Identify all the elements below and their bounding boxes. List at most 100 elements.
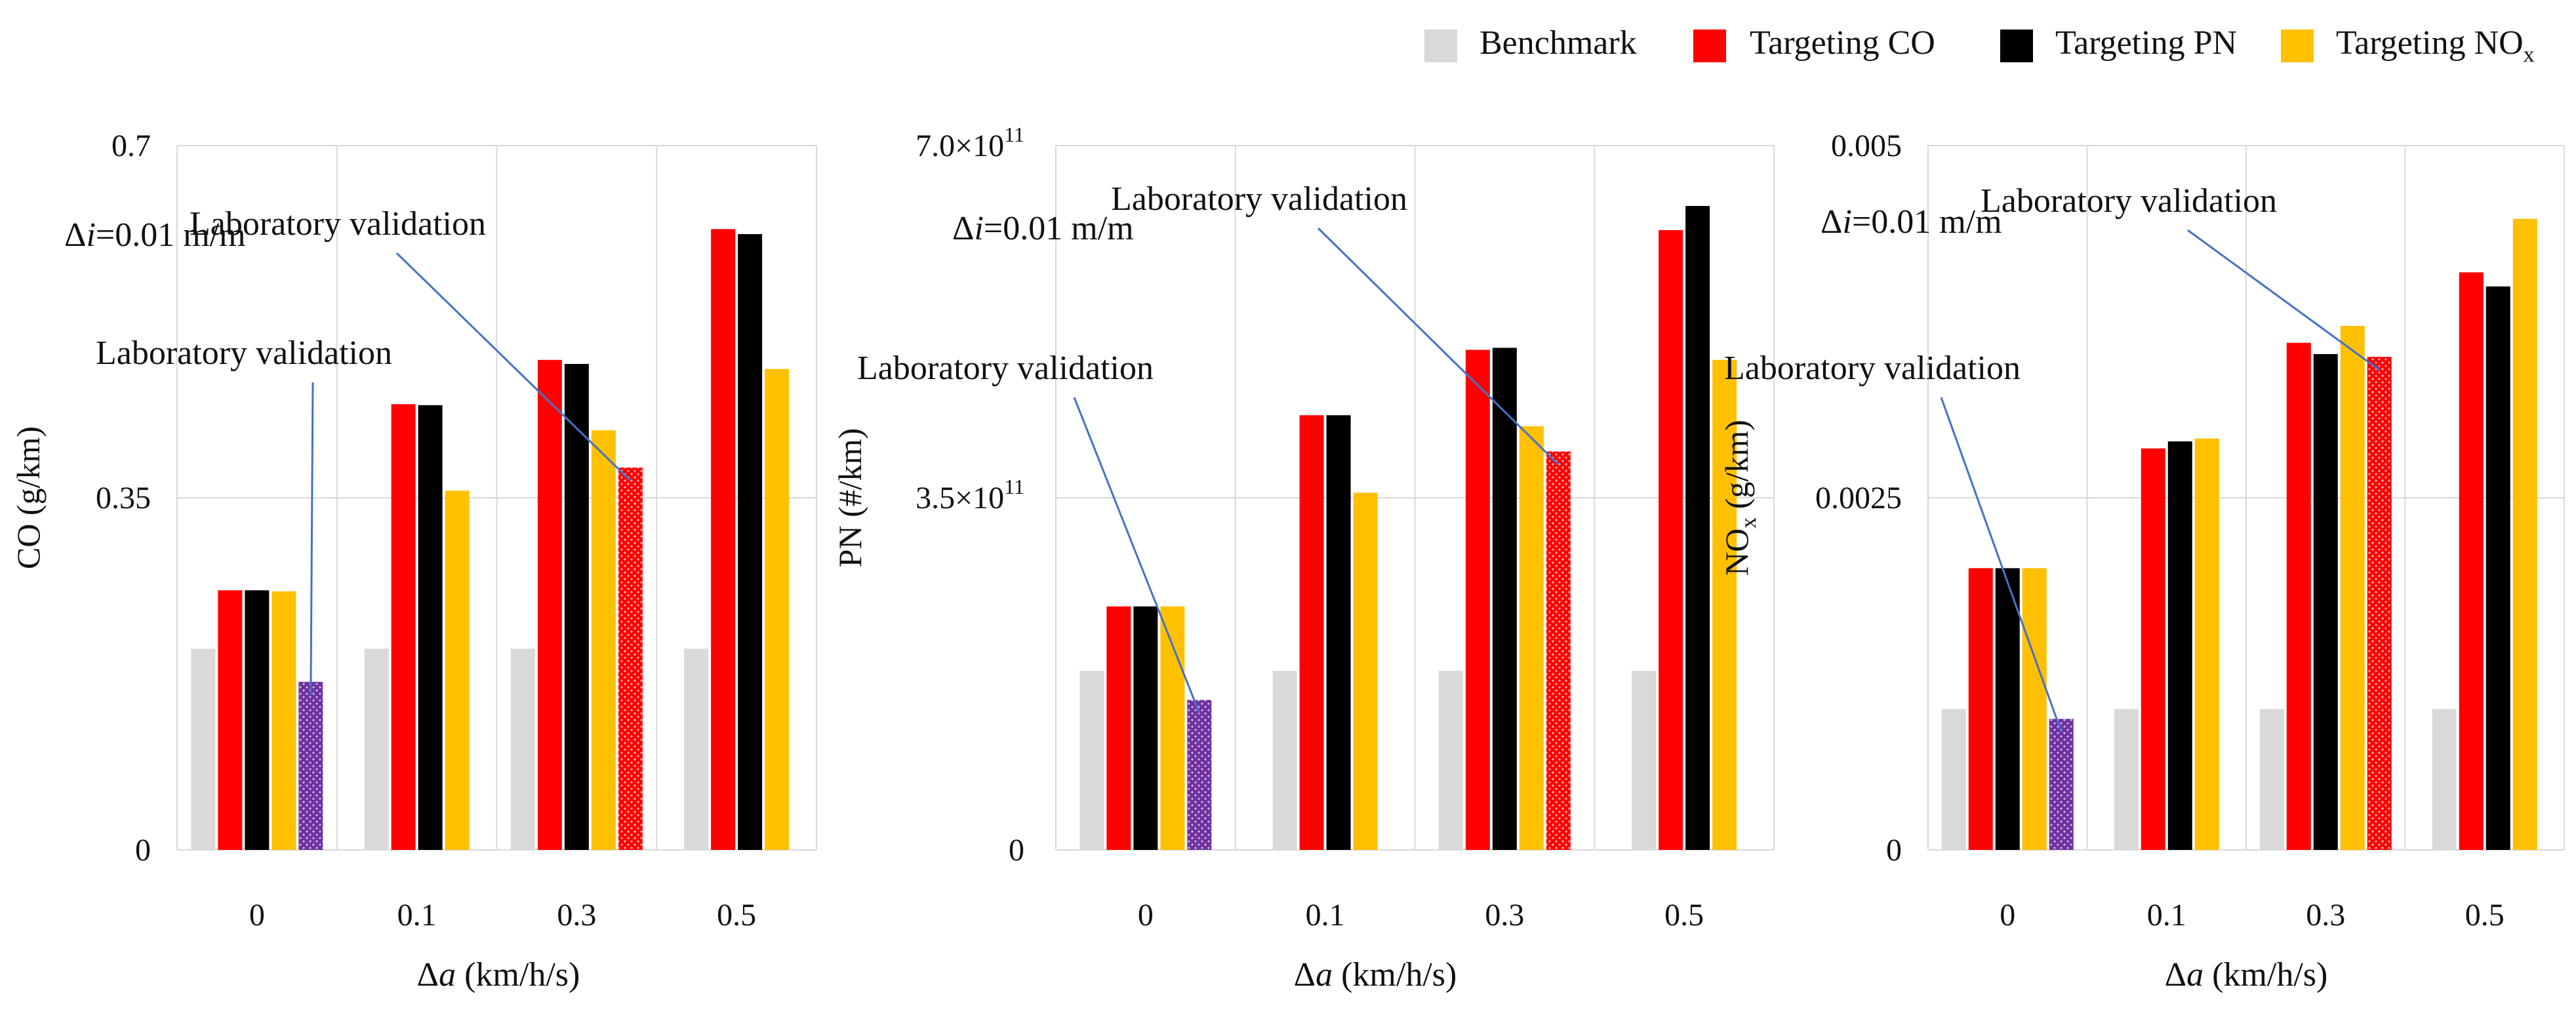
leader-line	[1940, 397, 2063, 733]
leader-line	[1317, 227, 1560, 466]
bar-lab-validation	[2367, 357, 2392, 850]
bar-targeting-pn	[1492, 348, 1517, 850]
x-tick-label: 0.1	[397, 898, 437, 933]
annotation-delta-i: Δi=0.01 m/m	[1821, 203, 2002, 241]
bar-lab-validation	[1187, 700, 1212, 850]
bar-targeting-co	[1968, 568, 1993, 850]
bar-targeting-pn	[1133, 606, 1158, 850]
bar-targeting-pn	[1326, 415, 1351, 850]
legend-label-benchmark: Benchmark	[1479, 24, 1637, 62]
x-tick-label: 0.3	[2306, 898, 2345, 933]
y-tick-label: 0	[135, 833, 151, 868]
chart-panel-nox: 0 0.0025 0.005 0 0.1 0.3 0.5 Laboratory validat…	[1718, 129, 2565, 994]
annotation-lab-validation: Laboratory validation	[1111, 180, 1407, 218]
bar-benchmark	[1272, 670, 1297, 850]
bar-lab-validation	[1546, 451, 1571, 850]
bar-benchmark	[1438, 670, 1463, 850]
annotation-lab-validation: Laboratory validation	[1724, 350, 2021, 387]
legend: Benchmark Targeting CO Targeting PN Targ…	[1424, 24, 2535, 67]
bar-targeting-co	[711, 229, 736, 850]
bar-targeting-nox	[765, 369, 790, 850]
bar-targeting-pn	[738, 234, 763, 850]
bar-benchmark	[1632, 670, 1657, 850]
legend-swatch-targeting-nox	[2281, 30, 2314, 62]
bar-targeting-nox	[591, 430, 616, 850]
bar-lab-validation	[298, 681, 323, 850]
legend-label-targeting-co: Targeting CO	[1750, 24, 1935, 62]
bar-targeting-nox	[2340, 325, 2365, 851]
bar-lab-validation	[618, 467, 643, 850]
y-tick-label: 0.35	[96, 481, 151, 515]
x-tick-label: 0.5	[2465, 898, 2505, 933]
annotation-lab-validation: Laboratory validation	[96, 334, 392, 372]
bar-targeting-co	[1659, 230, 1683, 850]
bar-benchmark	[510, 649, 535, 850]
y-tick-label: 3.5×1011	[916, 475, 1024, 515]
bar-targeting-co	[1299, 415, 1324, 850]
leader-line	[310, 382, 314, 695]
y-tick-label: 7.0×1011	[916, 123, 1024, 163]
bar-targeting-nox	[445, 491, 470, 850]
x-tick-label: 0	[249, 898, 265, 933]
legend-item-targeting-co[interactable]: Targeting CO	[1693, 24, 1935, 62]
legend-item-targeting-pn[interactable]: Targeting PN	[2000, 24, 2237, 62]
bar-targeting-pn	[418, 405, 443, 850]
y-tick-label: 0	[1886, 833, 1902, 868]
bar-lab-validation	[2049, 719, 2074, 850]
x-tick-label: 0.5	[1664, 898, 1704, 933]
chart-panel-co: 0 0.35 0.7 0 0.1 0.3 0.5 Laboratory validation L…	[10, 129, 817, 994]
bar-targeting-co	[1106, 606, 1131, 850]
chart-panel-pn: 0 3.5×1011 7.0×1011 0 0.1 0.3 0.5 Laboratory va…	[832, 123, 1775, 994]
bar-benchmark	[2114, 709, 2139, 850]
x-tick-label: 0.5	[717, 898, 756, 933]
bar-targeting-pn	[1995, 568, 2020, 850]
bar-targeting-co	[1465, 350, 1490, 850]
legend-swatch-targeting-pn	[2000, 30, 2033, 62]
y-axis-label: NOx (g/km)	[1718, 420, 1761, 576]
bar-targeting-nox	[1712, 359, 1737, 850]
bar-targeting-co	[2459, 272, 2484, 850]
bar-targeting-nox	[2194, 438, 2219, 850]
bar-targeting-nox	[2022, 568, 2047, 850]
bar-targeting-co	[537, 359, 562, 850]
x-tick-label: 0.1	[1306, 898, 1345, 933]
bar-benchmark	[684, 649, 709, 850]
legend-label-targeting-nox: Targeting NOx	[2336, 24, 2535, 67]
x-axis-label: Δa (km/h/s)	[2165, 956, 2328, 994]
x-tick-label: 0	[2000, 898, 2015, 933]
leader-line	[2187, 229, 2381, 371]
y-axis-label: PN (#/km)	[832, 428, 868, 568]
bar-targeting-pn	[2485, 286, 2510, 850]
annotation-delta-i: Δi=0.01 m/m	[64, 216, 246, 254]
annotation-lab-validation: Laboratory validation	[857, 350, 1154, 387]
bar-targeting-co	[391, 404, 416, 850]
y-tick-label: 0.7	[111, 129, 151, 163]
legend-swatch-targeting-co	[1693, 30, 1726, 62]
y-tick-label: 0	[1009, 833, 1024, 868]
bar-targeting-pn	[245, 590, 270, 850]
x-tick-label: 0.1	[2147, 898, 2186, 933]
legend-item-targeting-nox[interactable]: Targeting NOx	[2281, 24, 2535, 67]
y-tick-label: 0.005	[1831, 129, 1902, 163]
bar-benchmark	[364, 649, 389, 850]
legend-item-benchmark[interactable]: Benchmark	[1424, 24, 1637, 62]
bar-targeting-co	[218, 590, 243, 850]
bar-targeting-nox	[1353, 492, 1378, 850]
annotation-lab-validation: Laboratory validation	[1981, 182, 2277, 220]
bar-targeting-co	[2141, 448, 2165, 850]
x-axis-label: Δa (km/h/s)	[417, 956, 580, 994]
y-axis-label: CO (g/km)	[10, 426, 47, 569]
bar-targeting-pn	[1685, 206, 1710, 850]
annotation-lab-validation: Laboratory validation	[190, 205, 486, 243]
x-axis-label: Δa (km/h/s)	[1294, 956, 1457, 994]
x-tick-label: 0.3	[557, 898, 596, 933]
leader-line	[395, 252, 632, 482]
legend-swatch-benchmark	[1424, 30, 1457, 62]
bar-targeting-pn	[564, 363, 589, 850]
bar-benchmark	[2259, 709, 2284, 850]
bar-targeting-nox	[272, 591, 296, 850]
legend-label-targeting-pn: Targeting PN	[2055, 24, 2237, 62]
x-tick-label: 0	[1138, 898, 1154, 933]
bar-targeting-pn	[2313, 353, 2338, 850]
